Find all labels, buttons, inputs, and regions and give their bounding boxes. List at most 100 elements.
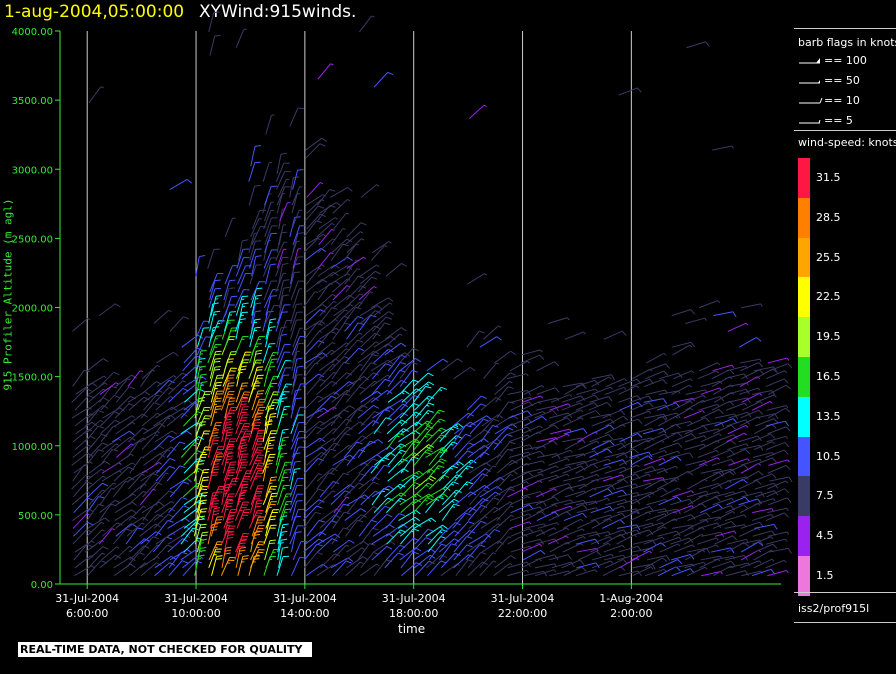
wind-barb <box>725 402 745 411</box>
barb-feather <box>746 382 749 386</box>
wind-barb <box>384 552 399 569</box>
barb-feather <box>637 570 642 577</box>
wind-barb <box>180 422 198 435</box>
barb-feather <box>442 358 449 363</box>
barb-feather <box>315 511 322 515</box>
barb-feather <box>731 145 734 149</box>
wind-barb <box>140 370 153 387</box>
wind-barb <box>739 416 758 427</box>
wind-barb <box>87 529 103 545</box>
barb-feather <box>377 304 383 310</box>
barb-feather <box>703 435 707 439</box>
wind-barb <box>208 492 214 513</box>
wind-barb <box>372 311 390 324</box>
wind-barb <box>221 446 229 466</box>
wind-barb <box>317 331 331 348</box>
wind-barb <box>317 490 333 506</box>
wind-barb <box>646 526 665 537</box>
barb-feather <box>528 513 532 517</box>
barb-feather <box>86 544 93 548</box>
wind-barb <box>548 527 567 537</box>
barb-feather <box>101 552 105 555</box>
barb-feather <box>759 521 764 528</box>
wind-barb <box>740 409 759 419</box>
wind-barb <box>740 521 760 529</box>
wind-barb <box>400 456 413 474</box>
wind-barb <box>292 328 301 348</box>
wind-barb <box>343 441 358 458</box>
wind-barb <box>168 551 182 569</box>
wind-barb <box>454 521 469 537</box>
barb-feather <box>316 551 323 555</box>
wind-barb <box>426 554 442 569</box>
barb-feather <box>466 544 473 548</box>
barb-feather <box>676 456 682 461</box>
wind-barb <box>399 370 413 387</box>
barb-feather <box>293 176 300 179</box>
wind-barb <box>522 549 541 561</box>
barb-feather <box>215 405 222 408</box>
wind-barb <box>711 449 731 458</box>
barb-feather <box>743 464 749 470</box>
barb-feather <box>102 358 109 363</box>
x-tick-time: 14:00:00 <box>280 607 329 620</box>
wind-barb <box>278 406 285 427</box>
wind-barb <box>317 252 331 269</box>
barb-feather <box>538 558 542 562</box>
wind-barb <box>332 426 348 443</box>
wind-barb <box>183 347 198 364</box>
wind-barb <box>372 514 388 529</box>
wind-barb <box>99 488 112 506</box>
wind-barb <box>319 327 337 340</box>
wind-barb <box>425 447 444 458</box>
barb-feather <box>173 375 177 378</box>
barb-feather <box>152 369 156 372</box>
barb-feather <box>385 363 392 367</box>
wind-barb <box>180 527 194 545</box>
barb-feather <box>359 332 363 335</box>
wind-barb <box>564 499 584 506</box>
wind-barb <box>591 518 610 529</box>
barb-feather <box>200 384 204 387</box>
wind-barb <box>398 438 416 451</box>
barb-feather <box>360 231 364 234</box>
barb-feather <box>606 402 612 408</box>
wind-barb <box>140 531 157 545</box>
barb-feather <box>569 449 573 453</box>
flag-label: == 10 <box>824 94 860 107</box>
barb-feather <box>786 531 790 535</box>
barb-feather <box>213 11 220 14</box>
wind-barb <box>345 547 363 561</box>
wind-barb <box>197 469 204 490</box>
wind-barb <box>276 186 286 206</box>
x-tick-date: 31-Jul-2004 <box>273 592 337 605</box>
wind-barb <box>360 310 376 324</box>
wind-barb <box>208 288 216 308</box>
barb-feather <box>229 279 236 282</box>
wind-barb <box>235 533 244 553</box>
barb-feather <box>346 426 353 430</box>
wind-barb <box>114 509 132 521</box>
wind-barb <box>371 485 390 498</box>
barb-feather <box>98 449 105 452</box>
barb-feather <box>376 264 380 268</box>
barb-feather <box>321 446 328 452</box>
barb-feather <box>239 318 246 321</box>
barb-feather <box>371 276 378 280</box>
barb-feather <box>494 528 501 533</box>
wind-barb <box>700 387 720 395</box>
wind-barb <box>221 320 230 340</box>
wind-barb <box>714 434 734 443</box>
barb-feather <box>595 507 599 511</box>
wind-barb <box>494 381 511 395</box>
barb-feather <box>212 503 219 505</box>
wind-barb <box>670 470 689 482</box>
wind-barb <box>140 469 158 482</box>
x-tick-date: 31-Jul-2004 <box>55 592 119 605</box>
wind-barb <box>265 264 271 285</box>
wind-barb <box>483 325 499 340</box>
barb-feather <box>316 543 323 547</box>
wind-barb <box>643 542 662 553</box>
wind-barb <box>413 449 428 466</box>
wind-barb <box>438 498 455 514</box>
